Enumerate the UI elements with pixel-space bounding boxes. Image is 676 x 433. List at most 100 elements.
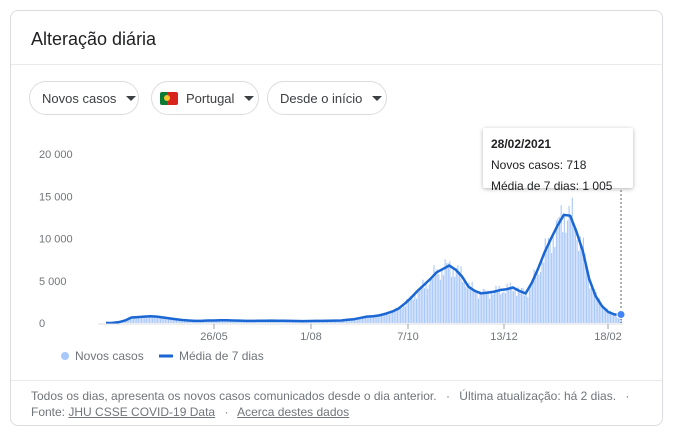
bar	[150, 316, 152, 323]
bar	[408, 300, 410, 323]
bar	[388, 314, 391, 323]
daily-change-card: Alteração diária Novos casos Portugal De…	[10, 10, 663, 426]
bar	[512, 291, 515, 323]
bar	[541, 259, 543, 323]
bar	[277, 321, 279, 323]
bar	[401, 308, 403, 323]
bar	[533, 269, 535, 323]
time-range-dropdown[interactable]: Desde o início	[267, 81, 387, 115]
chevron-down-icon	[126, 95, 137, 101]
bar	[180, 319, 182, 323]
x-tick-label: 18/02	[594, 331, 622, 343]
bar	[363, 317, 365, 323]
bar	[266, 321, 268, 323]
bar	[495, 285, 497, 323]
bar	[563, 214, 565, 323]
bar	[621, 315, 623, 323]
bar	[347, 319, 349, 323]
bar	[576, 240, 578, 323]
bar	[598, 298, 600, 323]
bar	[409, 296, 411, 323]
bar	[417, 289, 419, 323]
bar	[129, 318, 131, 323]
portugal-flag-icon	[160, 91, 178, 105]
bar	[601, 306, 604, 323]
bar	[140, 317, 143, 323]
bar	[538, 274, 540, 323]
bar	[369, 316, 371, 323]
bar	[355, 319, 357, 323]
series-line	[105, 213, 621, 325]
bar	[144, 316, 146, 323]
bar	[368, 315, 370, 323]
bar	[182, 320, 184, 323]
bar	[228, 320, 230, 323]
bar	[454, 276, 456, 323]
cases-chart[interactable]: 0 5 000 10 000 15 000 20 000 26/05 1/08 7/10 13/…	[11, 11, 664, 371]
bar	[373, 315, 375, 323]
bar	[485, 293, 487, 323]
bar	[423, 288, 426, 323]
bar	[490, 292, 492, 323]
bar	[552, 235, 554, 323]
bar	[535, 276, 537, 323]
bar	[562, 232, 564, 323]
bar	[169, 318, 171, 323]
bar	[446, 263, 448, 323]
source-prefix: Fonte:	[31, 405, 66, 419]
bar	[573, 228, 575, 323]
bar	[390, 312, 392, 323]
bar	[590, 282, 592, 323]
y-tick-label: 5 000	[39, 276, 67, 288]
bar	[506, 283, 508, 323]
bar	[164, 317, 166, 323]
bar	[470, 288, 472, 323]
bar	[142, 317, 144, 323]
bar	[145, 315, 147, 323]
bar	[520, 288, 522, 323]
bar	[471, 281, 473, 323]
bar	[501, 292, 503, 323]
bar	[430, 277, 432, 323]
bar	[428, 284, 430, 323]
bar	[435, 274, 437, 323]
bar	[365, 317, 367, 323]
bar	[463, 279, 465, 323]
bar	[188, 320, 190, 323]
bar	[460, 266, 462, 323]
bar	[392, 312, 394, 323]
bar	[544, 238, 546, 323]
bar	[530, 284, 532, 323]
last-update-text: Última atualização: há 2 dias.	[459, 389, 617, 403]
bar	[212, 320, 214, 323]
bar	[511, 287, 513, 323]
bar	[217, 320, 219, 323]
bar	[174, 319, 176, 323]
bar	[344, 319, 346, 323]
bar	[396, 309, 398, 323]
bar	[566, 220, 569, 323]
bar	[462, 281, 464, 323]
metric-dropdown[interactable]: Novos casos	[29, 81, 139, 115]
bar	[578, 250, 580, 323]
bar	[450, 277, 453, 323]
bar	[527, 297, 529, 323]
source-link[interactable]: JHU CSSE COVID-19 Data	[68, 405, 216, 419]
bar	[376, 315, 378, 323]
bar	[476, 292, 478, 323]
bar	[536, 267, 538, 323]
footer-divider	[11, 380, 662, 381]
about-data-link[interactable]: Acerca destes dados	[237, 405, 350, 419]
bar	[484, 289, 486, 323]
bar	[361, 318, 364, 323]
bar	[328, 321, 330, 323]
bar	[514, 288, 516, 323]
location-dropdown[interactable]: Portugal	[151, 81, 259, 115]
bar	[419, 288, 421, 323]
bar	[504, 293, 507, 323]
bar	[161, 317, 163, 323]
bar	[524, 295, 526, 323]
chevron-down-icon	[244, 95, 255, 101]
y-tick-label: 10 000	[39, 234, 73, 246]
bar	[444, 259, 446, 323]
